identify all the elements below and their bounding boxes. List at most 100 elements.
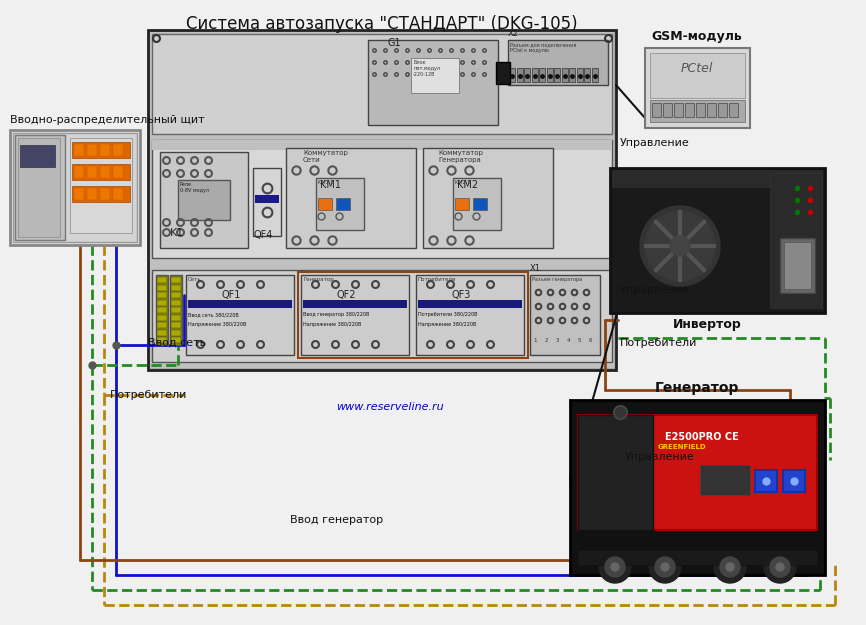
Text: Коммутатор
Генератора: Коммутатор Генератора <box>438 150 483 163</box>
Bar <box>578 415 653 530</box>
Bar <box>650 100 745 122</box>
Bar <box>286 148 416 248</box>
Text: Потребители 380/220В: Потребители 380/220В <box>418 312 477 317</box>
Bar <box>700 465 750 495</box>
Bar <box>729 103 738 117</box>
Text: Ввод генератор 380/220В: Ввод генератор 380/220В <box>303 312 370 317</box>
Text: GSM-модуль: GSM-модуль <box>651 30 742 43</box>
Text: Управление: Управление <box>620 138 689 148</box>
Bar <box>100 166 110 178</box>
Bar <box>301 275 409 355</box>
Circle shape <box>655 557 675 577</box>
Bar <box>336 198 350 210</box>
Bar <box>530 275 600 355</box>
Bar <box>157 299 167 306</box>
Text: KM1: KM1 <box>320 180 341 190</box>
Bar <box>416 275 524 355</box>
Bar <box>150 32 614 368</box>
Bar <box>255 195 279 203</box>
Bar <box>70 138 132 233</box>
Circle shape <box>764 551 796 583</box>
Bar <box>152 34 612 134</box>
Text: 2: 2 <box>544 338 548 343</box>
Bar <box>253 168 281 236</box>
Bar <box>113 188 123 200</box>
Bar <box>578 415 817 530</box>
Circle shape <box>649 551 681 583</box>
Bar <box>157 322 167 328</box>
Bar <box>591 68 598 82</box>
Text: KM1 1: KM1 1 <box>318 180 333 185</box>
Bar <box>561 68 567 82</box>
Bar <box>171 307 181 313</box>
Circle shape <box>714 551 746 583</box>
Text: Сеть: Сеть <box>188 277 202 282</box>
Text: Управление: Управление <box>625 452 695 462</box>
Bar <box>13 133 137 242</box>
Bar <box>113 144 123 156</box>
Bar <box>87 188 97 200</box>
Text: 5: 5 <box>578 338 581 343</box>
Text: PCtel: PCtel <box>681 61 714 74</box>
Bar <box>87 144 97 156</box>
Bar <box>157 329 167 336</box>
Circle shape <box>645 211 715 281</box>
Bar <box>171 314 181 321</box>
Bar <box>171 299 181 306</box>
Bar <box>152 270 612 362</box>
Bar <box>411 58 459 93</box>
Text: Напряжение 380/220В: Напряжение 380/220В <box>418 322 476 327</box>
Bar <box>570 400 825 575</box>
Text: Управление: Управление <box>620 285 689 295</box>
Bar <box>10 130 140 245</box>
Bar <box>509 68 515 82</box>
Bar <box>652 103 661 117</box>
Bar <box>18 138 60 237</box>
Bar <box>612 170 823 188</box>
Circle shape <box>611 563 619 571</box>
Bar <box>113 166 123 178</box>
Bar <box>178 180 230 220</box>
Text: 6: 6 <box>588 338 591 343</box>
Circle shape <box>770 557 790 577</box>
Text: Потребители: Потребители <box>418 277 456 282</box>
Bar <box>584 68 590 82</box>
Bar <box>508 40 608 85</box>
Bar <box>152 140 612 150</box>
Text: KM2: KM2 <box>457 180 478 190</box>
Bar <box>72 142 130 158</box>
Bar <box>15 135 65 240</box>
Bar <box>554 68 560 82</box>
Text: Генератор: Генератор <box>655 381 740 395</box>
Bar <box>318 198 332 210</box>
Circle shape <box>776 563 784 571</box>
Text: Напряжение 380/220В: Напряжение 380/220В <box>188 322 246 327</box>
Bar <box>152 140 612 258</box>
Bar <box>423 148 553 248</box>
Text: Блок
пит.модул
-220-12В: Блок пит.модул -220-12В <box>413 60 440 77</box>
Bar <box>453 178 501 230</box>
Text: 3: 3 <box>555 338 559 343</box>
Text: Разъем генератора: Разъем генератора <box>532 277 582 282</box>
Bar <box>674 103 683 117</box>
Text: Ввод сеть 380/220В: Ввод сеть 380/220В <box>188 312 239 317</box>
Bar <box>100 144 110 156</box>
Bar <box>171 337 181 343</box>
Text: QF3: QF3 <box>451 290 471 300</box>
Bar <box>87 166 97 178</box>
Bar <box>316 178 364 230</box>
Circle shape <box>670 236 690 256</box>
Circle shape <box>599 551 631 583</box>
Bar <box>74 144 84 156</box>
Text: QF2: QF2 <box>336 290 356 300</box>
Text: G1: G1 <box>388 38 402 48</box>
Text: QF4: QF4 <box>253 230 273 240</box>
Bar <box>157 337 167 343</box>
Text: Потребители: Потребители <box>110 390 187 400</box>
Circle shape <box>640 206 720 286</box>
Bar <box>72 186 130 202</box>
Bar <box>685 103 694 117</box>
Bar <box>157 307 167 313</box>
Bar <box>539 68 545 82</box>
Bar <box>72 164 130 180</box>
